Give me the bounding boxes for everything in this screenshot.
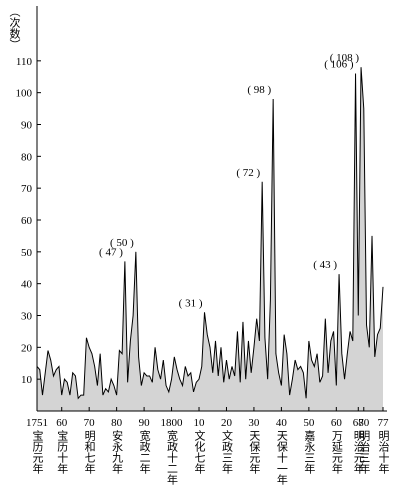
data-label: ( 47 ) bbox=[99, 246, 123, 258]
era-label: 文政三年 bbox=[220, 429, 233, 474]
x-tick-label: 50 bbox=[303, 417, 315, 429]
data-label: ( 72 ) bbox=[236, 167, 260, 179]
era-label: 安永九年 bbox=[111, 429, 124, 474]
y-tick-label: 20 bbox=[21, 342, 33, 354]
data-label: ( 106 ) bbox=[324, 59, 354, 71]
y-tick-label: 30 bbox=[21, 311, 33, 323]
y-tick-label: 70 bbox=[21, 183, 33, 195]
y-tick-label: 50 bbox=[21, 247, 33, 259]
era-label: 明治元年 bbox=[352, 430, 365, 474]
y-axis-label: （次数） bbox=[8, 6, 21, 50]
x-tick-label: 1751 bbox=[26, 417, 48, 429]
y-tick-label: 40 bbox=[21, 279, 33, 291]
x-tick-label: 10 bbox=[194, 417, 206, 429]
x-tick-label: 60 bbox=[56, 417, 68, 429]
x-tick-label: 1800 bbox=[161, 417, 184, 429]
data-label: ( 31 ) bbox=[179, 297, 203, 309]
area-fill bbox=[37, 67, 383, 411]
data-label: ( 43 ) bbox=[313, 259, 337, 271]
x-tick-label: 70 bbox=[358, 417, 370, 429]
y-tick-label: 90 bbox=[21, 120, 33, 132]
era-label: 宽政十二年 bbox=[166, 429, 179, 485]
y-tick-label: 100 bbox=[16, 88, 33, 100]
era-label: 宝历十年 bbox=[56, 429, 69, 474]
data-label: ( 50 ) bbox=[110, 237, 134, 249]
era-label: 天保十一年 bbox=[275, 430, 288, 485]
x-tick-label: 60 bbox=[331, 417, 343, 429]
x-tick-label: 20 bbox=[221, 417, 233, 429]
y-tick-label: 110 bbox=[16, 56, 33, 68]
y-tick-label: 80 bbox=[21, 151, 33, 163]
x-tick-label: 30 bbox=[248, 417, 260, 429]
era-label: 万延元年 bbox=[330, 430, 343, 474]
x-tick-label: 80 bbox=[111, 417, 123, 429]
x-tick-label: 70 bbox=[84, 417, 96, 429]
era-label: 宽政二年 bbox=[138, 429, 151, 474]
era-label: 明治十年 bbox=[377, 430, 390, 474]
x-tick-label: 68 bbox=[353, 417, 365, 429]
x-tick-label: 90 bbox=[139, 417, 151, 429]
y-tick-label: 60 bbox=[21, 215, 33, 227]
era-label: 明治三年 bbox=[358, 430, 371, 474]
era-label: 天保元年 bbox=[248, 430, 261, 474]
era-label: 明和七年 bbox=[83, 430, 96, 474]
data-label: ( 98 ) bbox=[247, 84, 271, 96]
x-tick-label: 77 bbox=[378, 417, 390, 429]
y-tick-label: 10 bbox=[21, 374, 33, 386]
era-label: 嘉永三年 bbox=[303, 429, 316, 474]
area-line bbox=[36, 67, 384, 400]
data-label: ( 108 ) bbox=[330, 52, 360, 64]
era-label: 文化七年 bbox=[193, 429, 206, 474]
x-tick-label: 40 bbox=[276, 417, 288, 429]
era-label: 宝历元年 bbox=[31, 429, 44, 474]
